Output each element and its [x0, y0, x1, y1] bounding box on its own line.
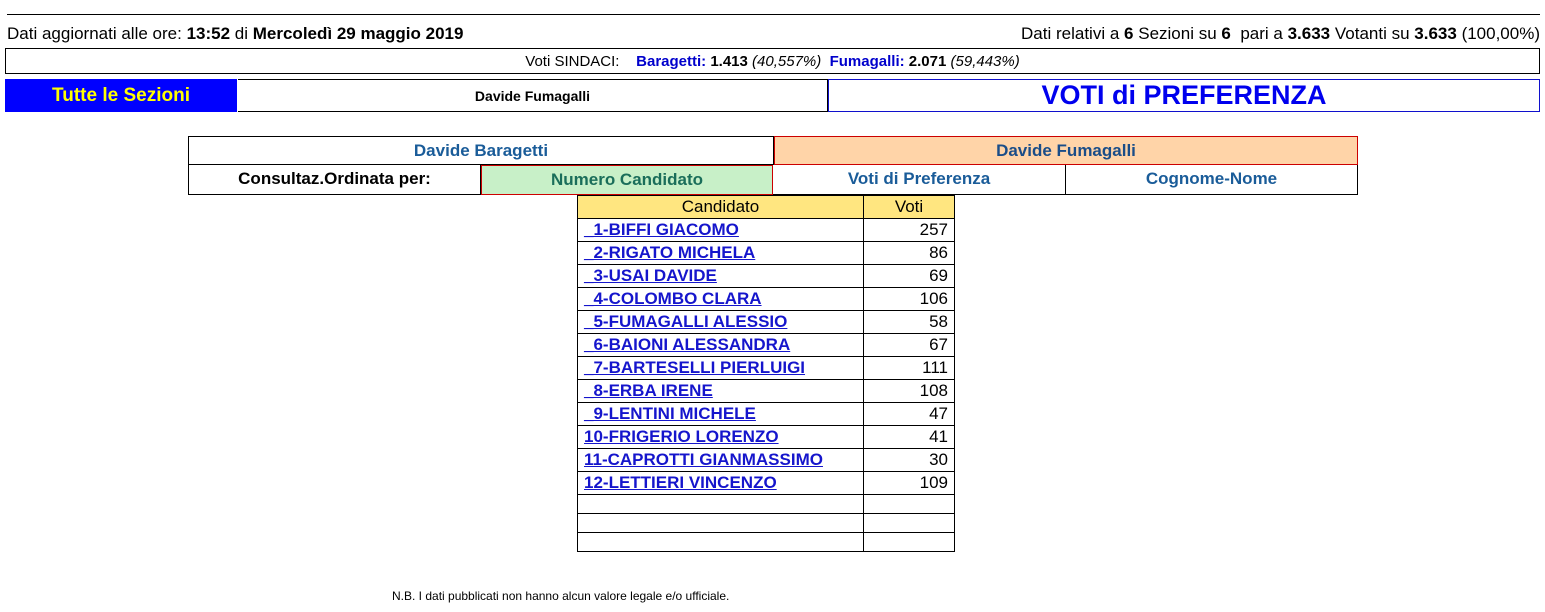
candidate-votes: 108	[863, 379, 955, 403]
col-candidato: Candidato	[577, 195, 864, 219]
sindaco1-pct: (40,557%)	[752, 53, 822, 70]
sindaco2-votes: 2.071	[908, 53, 947, 70]
empty-cell	[863, 532, 955, 552]
empty-row	[577, 532, 955, 552]
sindaco-fumagalli-tab[interactable]: Davide Fumagalli	[774, 136, 1358, 165]
empty-cell	[863, 513, 955, 533]
candidate-link[interactable]: _1-BIFFI GIACOMO	[577, 218, 864, 242]
update-date: Mercoledì 29 maggio 2019	[252, 24, 464, 43]
empty-row	[577, 494, 955, 514]
table-row: _4-COLOMBO CLARA 106	[577, 287, 955, 311]
candidate-votes: 106	[863, 287, 955, 311]
sections-su: Sezioni su	[1138, 24, 1217, 43]
table-row: _9-LENTINI MICHELE 47	[577, 402, 955, 426]
selected-sindaco: Davide Fumagalli	[238, 79, 828, 112]
candidate-link[interactable]: _2-RIGATO MICHELA	[577, 241, 864, 265]
sindaci-bar: Voti SINDACI: Baragetti: 1.413 (40,557%)…	[5, 48, 1540, 74]
empty-cell	[863, 494, 955, 514]
votanti-percent: (100,00%)	[1461, 24, 1540, 43]
candidate-votes: 109	[863, 471, 955, 495]
selector-table: Davide Baragetti Davide Fumagalli Consul…	[188, 136, 1358, 195]
candidate-votes: 257	[863, 218, 955, 242]
sindaci-label: Voti SINDACI:	[525, 53, 620, 70]
sections-count: 6	[1124, 24, 1134, 43]
tutte-sezioni-button[interactable]: Tutte le Sezioni	[5, 79, 237, 112]
sindaco1-name: Baragetti:	[636, 53, 707, 70]
table-row: 11-CAPROTTI GIANMASSIMO 30	[577, 448, 955, 472]
top-divider	[7, 14, 1540, 15]
pari-a: pari a	[1240, 24, 1283, 43]
table-header-row: Candidato Voti	[577, 195, 955, 219]
sindaco2-name: Fumagalli:	[829, 53, 905, 70]
candidate-link[interactable]: _4-COLOMBO CLARA	[577, 287, 864, 311]
votanti-count: 3.633	[1287, 24, 1331, 43]
candidate-link[interactable]: _5-FUMAGALLI ALESSIO	[577, 310, 864, 334]
candidate-link[interactable]: 12-LETTIERI VINCENZO	[577, 471, 864, 495]
disclaimer-note: N.B. I dati pubblicati non hanno alcun v…	[392, 589, 730, 603]
candidate-votes: 111	[863, 356, 955, 380]
sindaco1-votes: 1.413	[710, 53, 748, 70]
candidate-link[interactable]: 10-FRIGERIO LORENZO	[577, 425, 864, 449]
table-row: _5-FUMAGALLI ALESSIO 58	[577, 310, 955, 334]
table-row: _7-BARTESELLI PIERLUIGI 111	[577, 356, 955, 380]
table-row: 12-LETTIERI VINCENZO 109	[577, 471, 955, 495]
candidate-votes: 86	[863, 241, 955, 265]
candidate-votes: 69	[863, 264, 955, 288]
candidate-link[interactable]: _8-ERBA IRENE	[577, 379, 864, 403]
candidate-link[interactable]: _9-LENTINI MICHELE	[577, 402, 864, 426]
candidate-votes: 58	[863, 310, 955, 334]
table-row: _1-BIFFI GIACOMO 257	[577, 218, 955, 242]
sindaco-baragetti-tab[interactable]: Davide Baragetti	[188, 136, 774, 165]
candidate-link[interactable]: _3-USAI DAVIDE	[577, 264, 864, 288]
candidates-table: Candidato Voti _1-BIFFI GIACOMO 257 _2-RI…	[577, 195, 955, 552]
sections-info: Dati relativi a 6 Sezioni su 6 pari a 3.…	[1021, 24, 1540, 44]
table-row: _3-USAI DAVIDE 69	[577, 264, 955, 288]
table-row: _2-RIGATO MICHELA 86	[577, 241, 955, 265]
table-row: _8-ERBA IRENE 108	[577, 379, 955, 403]
candidate-votes: 47	[863, 402, 955, 426]
update-time: 13:52	[186, 24, 231, 43]
table-row: _6-BAIONI ALESSANDRA 67	[577, 333, 955, 357]
table-row: 10-FRIGERIO LORENZO 41	[577, 425, 955, 449]
col-voti: Voti	[863, 195, 955, 219]
update-info: Dati aggiornati alle ore: 13:52 di Merco…	[7, 24, 463, 44]
candidate-votes: 30	[863, 448, 955, 472]
candidate-link[interactable]: _6-BAIONI ALESSANDRA	[577, 333, 864, 357]
votanti-su: Votanti su	[1334, 24, 1410, 43]
votanti-total: 3.633	[1414, 24, 1457, 43]
update-di: di	[234, 24, 249, 43]
empty-cell	[577, 494, 864, 514]
empty-cell	[577, 532, 864, 552]
page-title: VOTI di PREFERENZA	[828, 79, 1540, 112]
empty-cell	[577, 513, 864, 533]
sindaco2-pct: (59,443%)	[950, 53, 1020, 70]
order-voti-button[interactable]: Voti di Preferenza	[773, 165, 1066, 195]
candidate-votes: 67	[863, 333, 955, 357]
order-label: Consultaz.Ordinata per:	[188, 165, 481, 195]
sections-label: Dati relativi a	[1021, 24, 1120, 43]
candidate-votes: 41	[863, 425, 955, 449]
candidate-link[interactable]: _7-BARTESELLI PIERLUIGI	[577, 356, 864, 380]
order-cognome-button[interactable]: Cognome-Nome	[1066, 165, 1358, 195]
candidate-link[interactable]: 11-CAPROTTI GIANMASSIMO	[577, 448, 864, 472]
sections-total: 6	[1221, 24, 1231, 43]
update-label: Dati aggiornati alle ore:	[7, 24, 182, 43]
empty-row	[577, 513, 955, 533]
order-numero-button[interactable]: Numero Candidato	[481, 165, 773, 195]
